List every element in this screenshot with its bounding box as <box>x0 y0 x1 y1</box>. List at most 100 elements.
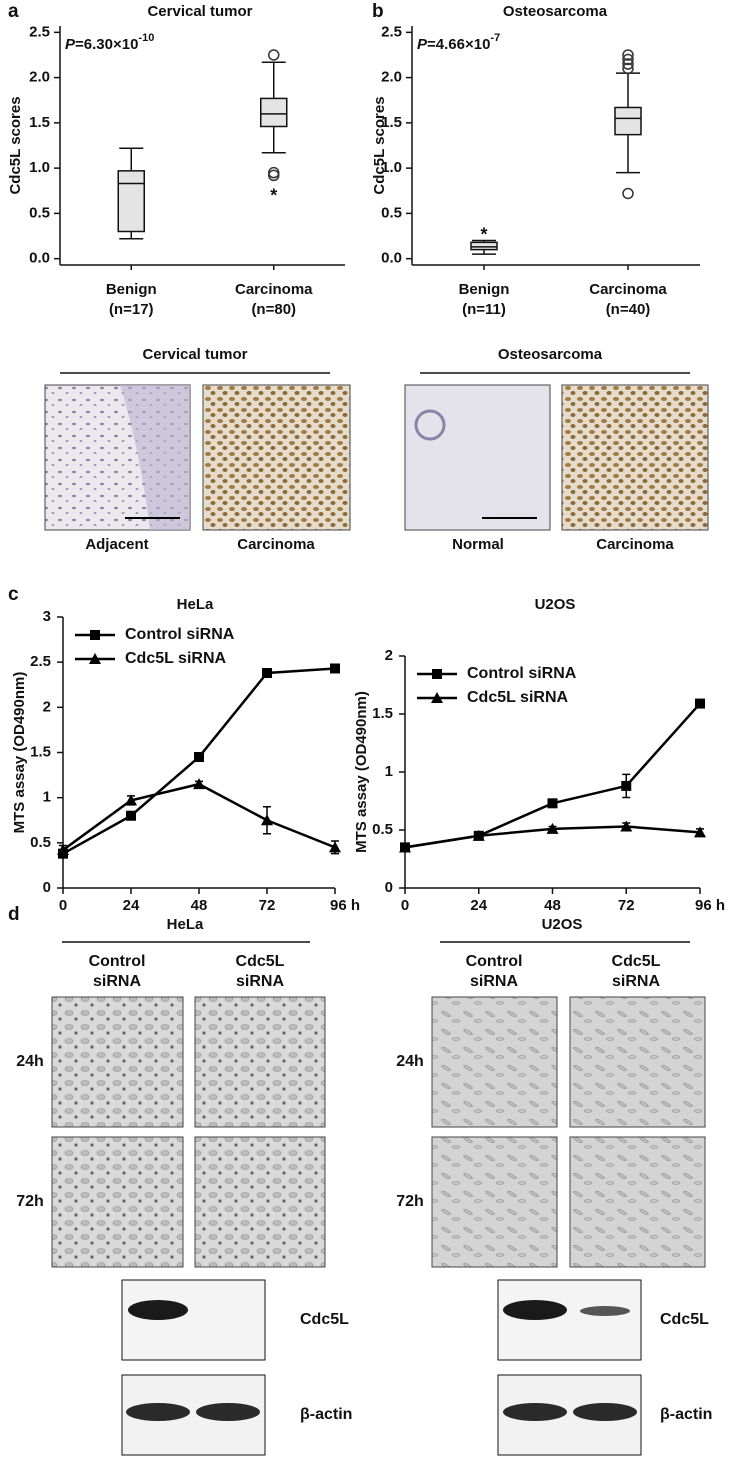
n-label: (n=17) <box>109 301 154 318</box>
y-tick-label: 2.0 <box>29 69 50 86</box>
image-caption: Carcinoma <box>596 536 674 553</box>
chart-title: Osteosarcoma <box>503 3 608 20</box>
y-tick-label: 0 <box>385 879 393 896</box>
y-axis-label: MTS assay (OD490nm) <box>353 691 370 853</box>
marker <box>694 826 706 838</box>
marker <box>262 668 272 679</box>
legend-label: Cdc5L siRNA <box>467 689 569 706</box>
x-tick-label: 72 <box>259 897 276 914</box>
blot-band <box>503 1403 567 1421</box>
p-exponent: -7 <box>490 32 500 44</box>
outlier <box>622 58 634 70</box>
p-text: =6.30×10 <box>75 36 138 53</box>
chart-title: Cervical tumor <box>147 3 252 20</box>
y-tick-label: 1.5 <box>29 114 50 131</box>
legend-marker <box>89 653 101 664</box>
marker <box>330 663 340 674</box>
y-tick-label: 0.5 <box>381 204 402 221</box>
extreme-outlier: * <box>270 185 277 205</box>
y-tick-label: 1 <box>43 789 51 806</box>
marker <box>57 844 69 856</box>
box <box>470 241 498 251</box>
cell-image <box>569 996 706 1128</box>
y-tick-label: 2.0 <box>381 69 402 86</box>
blot-label: Cdc5L <box>660 1311 709 1328</box>
blot-band <box>580 1306 630 1316</box>
y-tick-label: 2.5 <box>29 23 50 40</box>
section-title: Cervical tumor <box>142 346 247 363</box>
legend-label: Cdc5L siRNA <box>125 650 227 667</box>
y-tick-label: 1.5 <box>372 705 393 722</box>
column-label: siRNA <box>470 973 518 990</box>
marker <box>546 822 559 834</box>
y-tick-label: 3 <box>43 608 51 625</box>
cell-image <box>569 1136 706 1268</box>
y-tick-label: 2.5 <box>381 23 402 40</box>
row-label: 24h <box>16 1053 44 1070</box>
x-tick-label: Benign <box>106 281 157 298</box>
box <box>260 97 288 128</box>
ihc-image <box>404 384 551 531</box>
section-title: HeLa <box>167 916 204 933</box>
x-tick-label: 48 <box>191 897 208 914</box>
cell-image <box>431 996 558 1128</box>
p-text: =4.66×10 <box>427 36 490 53</box>
row-label: 72h <box>396 1193 424 1210</box>
p-value: P=4.66×10-7 <box>417 32 500 53</box>
y-axis-label: MTS assay (OD490nm) <box>11 672 28 834</box>
panel-label: c <box>8 584 19 605</box>
y-tick-label: 0.0 <box>381 250 402 267</box>
column-label: Cdc5L <box>612 953 661 970</box>
legend-marker <box>432 669 442 679</box>
column-label: siRNA <box>612 973 660 990</box>
section-title: U2OS <box>542 916 583 933</box>
x-tick-label: 24 <box>470 897 487 914</box>
blot-band <box>128 1300 188 1320</box>
y-tick-label: 1.0 <box>29 159 50 176</box>
panel-label: d <box>8 904 20 925</box>
ihc-image <box>561 384 709 531</box>
y-tick-label: 2 <box>385 647 393 664</box>
marker <box>193 778 205 790</box>
x-tick-label: 0 <box>401 897 409 914</box>
blot <box>497 1279 642 1361</box>
row-label: 24h <box>396 1053 424 1070</box>
y-tick-label: 1.5 <box>30 743 51 760</box>
x-tick-label: 0 <box>59 897 67 914</box>
blot-band <box>126 1403 190 1421</box>
panel-label: b <box>372 1 384 22</box>
n-label: (n=80) <box>251 301 296 318</box>
n-label: (n=11) <box>462 301 506 318</box>
section-title: Osteosarcoma <box>498 346 603 363</box>
blot-label: Cdc5L <box>300 1311 349 1328</box>
ihc-image <box>202 384 351 531</box>
x-tick-label: 48 <box>544 897 561 914</box>
cell-image <box>51 1136 184 1268</box>
marker <box>329 841 341 853</box>
p-value: P=6.30×10-10 <box>65 32 154 53</box>
outlier <box>622 49 634 61</box>
tissue-region <box>120 385 190 530</box>
chart-title: U2OS <box>535 596 576 613</box>
cell-image <box>194 996 326 1128</box>
column-label: Control <box>89 953 146 970</box>
outlier <box>622 53 634 66</box>
marker <box>399 841 411 853</box>
y-tick-label: 2.5 <box>30 653 51 670</box>
chart-title: HeLa <box>177 596 214 613</box>
column-label: Control <box>466 953 523 970</box>
y-tick-label: 0 <box>43 879 51 896</box>
blot-band <box>573 1403 637 1421</box>
marker <box>261 814 273 826</box>
column-label: siRNA <box>93 973 141 990</box>
box <box>117 170 145 233</box>
x-tick-label: 72 <box>618 897 635 914</box>
panel-label: a <box>8 1 19 22</box>
marker <box>194 752 204 763</box>
marker <box>472 829 485 841</box>
cell-image <box>51 996 184 1128</box>
legend-label: Control siRNA <box>467 665 577 682</box>
outlier <box>268 49 280 61</box>
blot-label: β-actin <box>660 1406 712 1423</box>
y-axis-label: Cdc5L scores <box>371 96 388 194</box>
